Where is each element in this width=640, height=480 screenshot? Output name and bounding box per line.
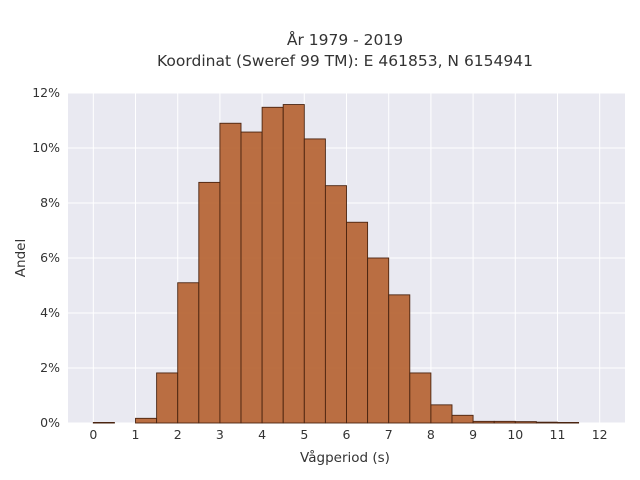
histogram-bar [472, 420, 495, 424]
x-tick-label: 1 [132, 427, 140, 442]
y-tick-label: 6% [40, 250, 60, 265]
histogram-bar [324, 185, 347, 424]
y-tick-label: 4% [40, 305, 60, 320]
x-axis-ticks: 0 1 2 3 4 5 6 7 8 9 10 11 12 [89, 427, 607, 442]
x-tick-label: 3 [216, 427, 224, 442]
histogram-bar [430, 404, 453, 424]
y-tick-label: 8% [40, 195, 60, 210]
x-axis-title: Vågperiod (s) [300, 449, 390, 466]
histogram-bar [135, 417, 158, 424]
histogram-bar [346, 221, 369, 424]
x-tick-label: 11 [550, 427, 566, 442]
y-tick-label: 10% [32, 140, 60, 155]
histogram-bar [303, 138, 326, 424]
histogram-bars [92, 104, 580, 424]
x-tick-label: 9 [469, 427, 477, 442]
chart-title-line2: Koordinat (Sweref 99 TM): E 461853, N 61… [157, 52, 533, 70]
y-axis-ticks: 0% 2% 4% 6% 8% 10% 12% [32, 85, 60, 430]
x-tick-label: 2 [174, 427, 182, 442]
y-tick-label: 0% [40, 415, 60, 430]
x-tick-label: 6 [343, 427, 351, 442]
histogram-bar [388, 294, 411, 424]
x-tick-label: 0 [89, 427, 97, 442]
x-tick-label: 12 [592, 427, 608, 442]
histogram-bar [198, 181, 221, 424]
histogram-bar [493, 420, 516, 424]
x-tick-label: 7 [385, 427, 393, 442]
histogram-bar [92, 422, 115, 424]
histogram-bar [535, 421, 558, 424]
x-tick-label: 4 [258, 427, 266, 442]
chart-title-line1: År 1979 - 2019 [287, 30, 403, 49]
histogram-bar [219, 122, 242, 424]
histogram-bar [514, 421, 537, 424]
y-tick-label: 2% [40, 360, 60, 375]
histogram-bar [156, 372, 179, 424]
x-tick-label: 10 [507, 427, 523, 442]
histogram-bar [451, 414, 474, 424]
histogram-bar [282, 104, 305, 424]
histogram-bar [261, 106, 284, 424]
histogram-bar [367, 257, 390, 424]
y-axis-title: Andel [13, 239, 29, 277]
x-tick-label: 5 [300, 427, 308, 442]
histogram-bar [240, 131, 263, 424]
histogram-bar [177, 282, 200, 424]
histogram-bar [557, 422, 580, 424]
y-tick-label: 12% [32, 85, 60, 100]
x-tick-label: 8 [427, 427, 435, 442]
histogram-bar [409, 372, 432, 424]
